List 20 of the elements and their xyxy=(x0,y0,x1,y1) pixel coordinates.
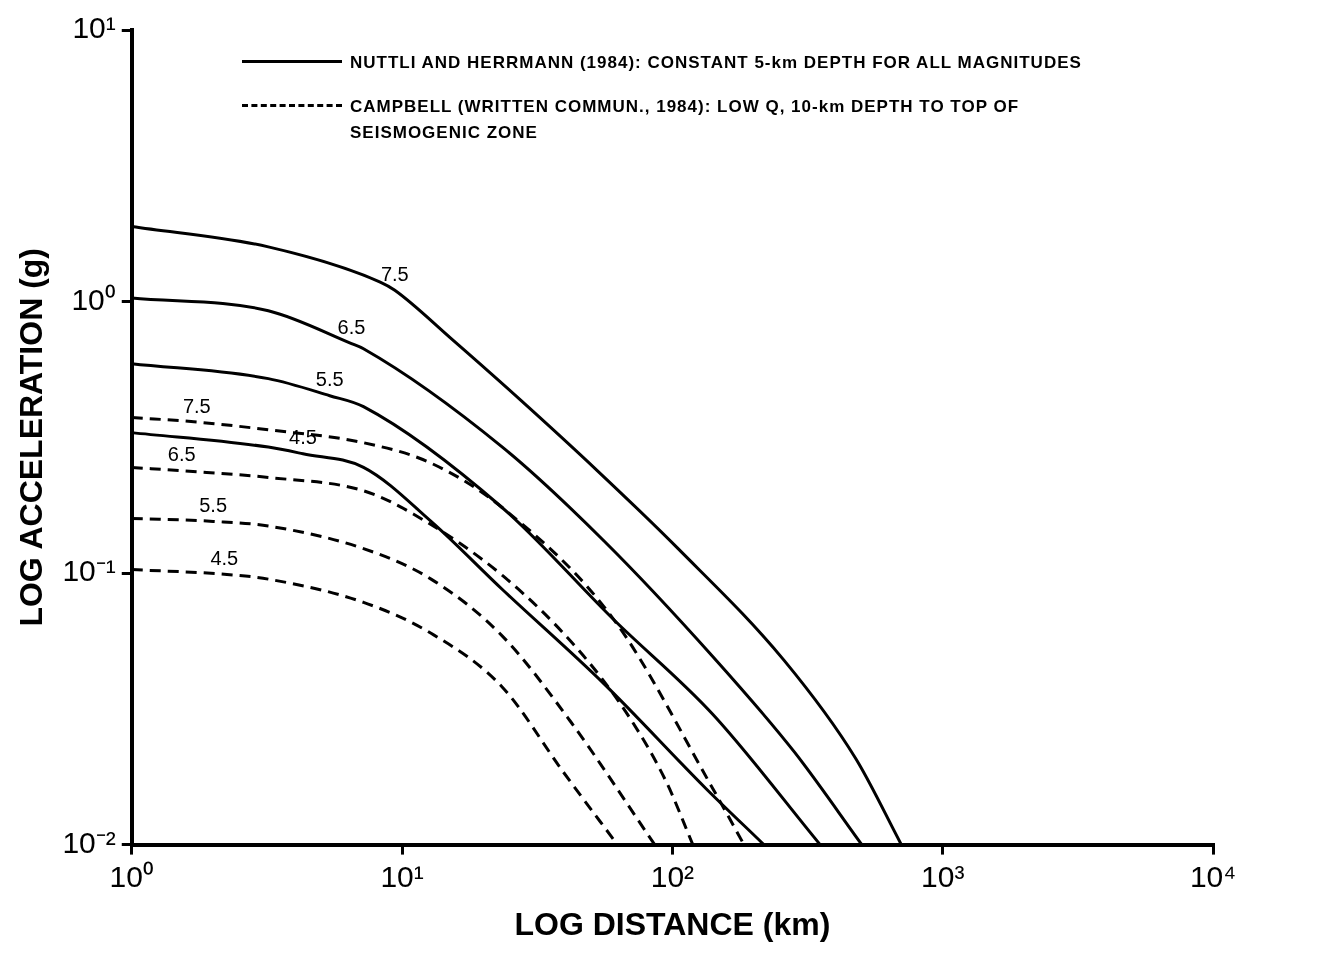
annotation: 5.5 xyxy=(315,368,344,391)
x-tick-label: 10¹ xyxy=(380,859,424,893)
y-tick-label: 10⁻¹ xyxy=(62,554,116,588)
annotation: 4.5 xyxy=(210,546,239,569)
annotation: 6.5 xyxy=(167,443,196,466)
annotation: 7.5 xyxy=(380,262,409,285)
x-tick-label: 10² xyxy=(650,859,695,893)
annotation: 6.5 xyxy=(337,316,366,339)
x-tick-label: 10⁰ xyxy=(109,859,154,893)
annotation: 7.5 xyxy=(182,394,211,417)
annotation: 5.5 xyxy=(199,493,228,516)
y-axis-title: LOG ACCELERATION (g) xyxy=(13,247,50,627)
y-tick-label: 10⁰ xyxy=(71,282,116,316)
x-axis-title: LOG DISTANCE (km) xyxy=(514,905,831,942)
y-tick-label: 10¹ xyxy=(72,11,116,45)
x-tick-label: 10⁴ xyxy=(1189,859,1237,893)
annotation: CAMPBELL (WRITTEN COMMUN., 1984): LOW Q, 10-km DEPTH TO TOP OF SEISMOGENIC ZONE xyxy=(350,96,1020,144)
y-tick-label: 10⁻² xyxy=(62,825,116,859)
x-tick-label: 10³ xyxy=(921,859,965,893)
annotation: NUTTLI AND HERRMANN (1984): CONSTANT 5-km DEPTH FOR ALL MAGNITUDES xyxy=(350,52,1082,74)
